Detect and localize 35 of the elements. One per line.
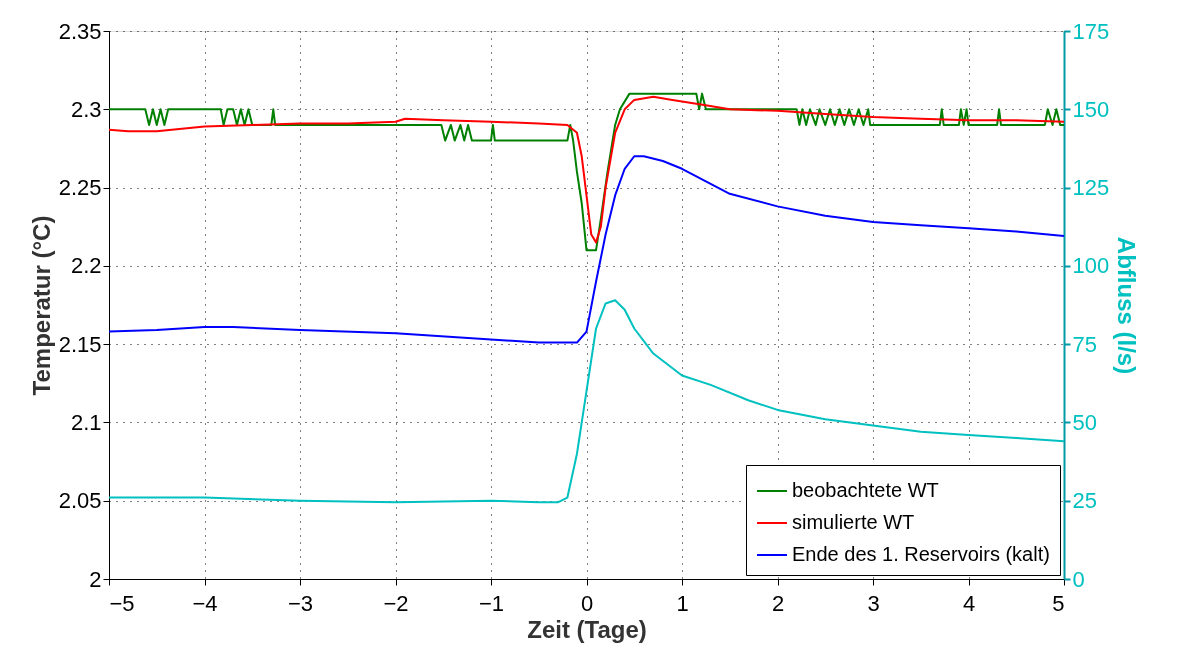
y2-tick-label: 0 xyxy=(1072,566,1085,592)
y2-tick-label: 125 xyxy=(1072,175,1110,201)
legend-label: beobachtete WT xyxy=(792,479,939,501)
x-tick-label: 5 xyxy=(1052,590,1065,616)
y-tick-label: 2.15 xyxy=(58,331,102,357)
line-series xyxy=(108,299,1065,504)
x-tick-label: 0 xyxy=(580,590,594,616)
x-tick-label: 4 xyxy=(962,590,976,616)
x-axis-title: Zeit (Tage) xyxy=(527,615,647,643)
y2-tick-label: 175 xyxy=(1072,18,1110,44)
y-tick-label: 2.35 xyxy=(58,18,102,44)
legend-label: simulierte WT xyxy=(792,511,915,533)
y-axis-title: Temperatur (°C) xyxy=(27,215,55,396)
y-tick-label: 2.1 xyxy=(70,409,102,435)
x-tick-label: −1 xyxy=(478,590,505,616)
legend-label: Ende des 1. Reservoirs (kalt) xyxy=(792,543,1050,565)
y-tick-label: 2.2 xyxy=(70,253,102,279)
y-tick-label: 2 xyxy=(89,566,102,592)
y-tick-label: 2.05 xyxy=(58,488,102,514)
y2-tick-label: 100 xyxy=(1072,253,1110,279)
y2-axis-title: Abfluss (l/s) xyxy=(1113,236,1141,375)
x-tick-label: −2 xyxy=(383,590,409,616)
x-tick-label: 3 xyxy=(867,590,880,616)
line-series xyxy=(108,155,1065,344)
y2-tick-label: 150 xyxy=(1072,96,1110,122)
x-tick-label: −4 xyxy=(192,590,218,616)
x-tick-label: −3 xyxy=(287,590,314,616)
x-tick-label: 1 xyxy=(676,590,689,616)
y-tick-label: 2.25 xyxy=(58,175,102,201)
x-tick-label: −5 xyxy=(109,590,135,616)
x-tick-label: 2 xyxy=(771,590,785,616)
y-tick-label: 2.3 xyxy=(70,96,102,122)
y2-tick-label: 50 xyxy=(1072,409,1097,435)
y2-tick-label: 25 xyxy=(1072,488,1097,514)
y2-tick-label: 75 xyxy=(1072,331,1097,357)
